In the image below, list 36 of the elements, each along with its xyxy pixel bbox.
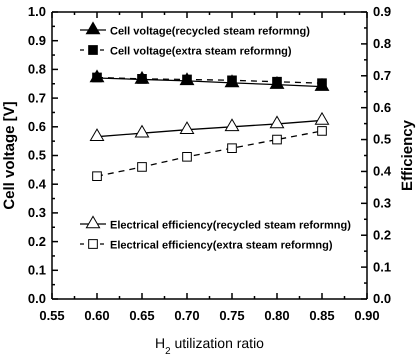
y-tick-label: 0.6 — [28, 118, 46, 134]
x-tick-label: 0.60 — [84, 308, 110, 324]
y2-tick-label: 0.9 — [373, 4, 392, 20]
y-tick-label: 0.8 — [28, 62, 46, 77]
y2-tick-label: 0.7 — [373, 68, 392, 83]
x-tick-label: 0.65 — [129, 308, 155, 324]
x-tick-label: 0.85 — [309, 308, 335, 324]
y-tick-label: 0.9 — [28, 32, 46, 48]
y2-tick-label: 0.4 — [373, 164, 392, 179]
y2-tick-label: 0.6 — [373, 100, 392, 115]
y2-tick-label: 0.1 — [373, 259, 392, 274]
y2-axis-title: Efficiency — [399, 119, 416, 191]
x-tick-label: 0.90 — [354, 308, 380, 324]
legend-label: Cell voltage(extra steam reformng) — [110, 46, 292, 58]
y-tick-label: 0.0 — [28, 291, 46, 306]
legend-label: Electrical efficiency(recycled steam reformng) — [110, 220, 352, 232]
x-tick-label: 0.80 — [264, 308, 290, 324]
y2-tick-label: 0.5 — [373, 132, 392, 147]
x-tick-label: 0.55 — [39, 308, 65, 324]
y2-tick-label: 0.8 — [373, 36, 392, 52]
legend-label: Electrical efficiency(extra steam reformng) — [110, 240, 333, 252]
y-tick-label: 0.7 — [28, 90, 46, 106]
y-tick-label: 1.0 — [28, 4, 46, 20]
legend-label: Cell voltage(recycled steam reformng) — [110, 26, 310, 38]
y2-tick-label: 0.3 — [373, 195, 392, 210]
x-axis-title: H$_{2}$ utilization ratio — [155, 335, 264, 356]
y-tick-label: 0.4 — [28, 176, 47, 192]
y2-tick-label: 0.2 — [373, 227, 392, 242]
y2-tick-label: 0.0 — [373, 291, 392, 306]
x-tick-label: 0.75 — [219, 308, 245, 324]
y-tick-label: 0.3 — [28, 205, 46, 220]
x-tick-label: 0.70 — [174, 308, 200, 324]
y-tick-label: 0.5 — [28, 148, 46, 163]
y-tick-label: 0.1 — [28, 262, 46, 278]
y-axis-title: Cell voltage [V] — [1, 101, 18, 210]
y-tick-label: 0.2 — [28, 234, 46, 249]
